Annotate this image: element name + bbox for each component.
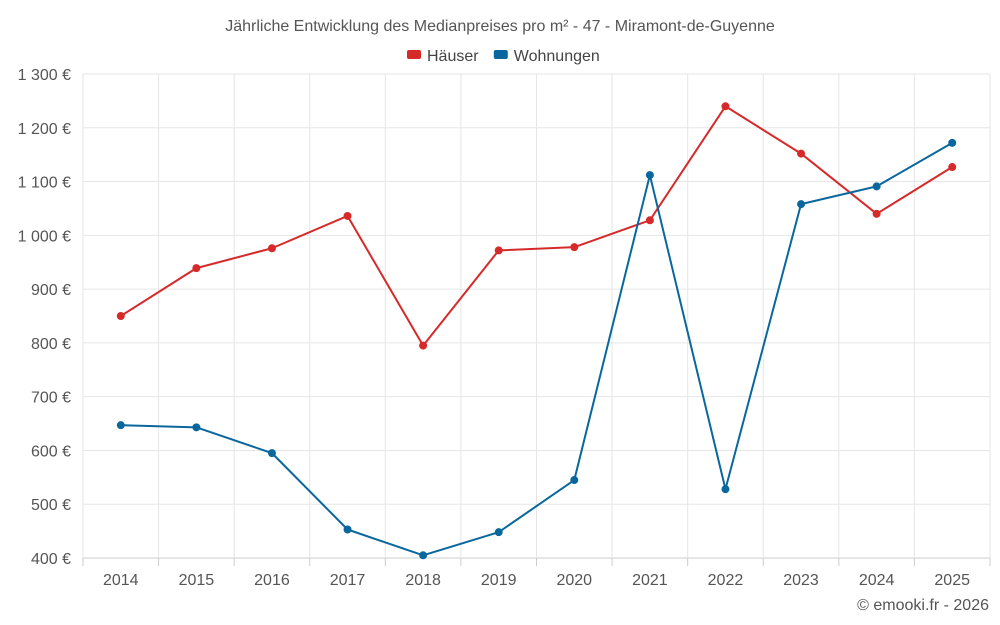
data-point-haeuser[interactable]	[570, 243, 579, 252]
data-point-wohnungen[interactable]	[494, 528, 503, 537]
legend-item-haeuser[interactable]: Häuser	[407, 48, 479, 65]
data-point-wohnungen[interactable]	[343, 525, 352, 534]
y-tick-label: 400 €	[31, 551, 71, 568]
data-point-wohnungen[interactable]	[948, 138, 957, 147]
y-tick-label: 500 €	[31, 497, 71, 514]
data-point-haeuser[interactable]	[721, 102, 730, 111]
x-tick-label: 2016	[254, 572, 290, 589]
x-tick-label: 2023	[783, 572, 819, 589]
x-axis: 2014 2015 2016 2017 2018 2019 2020 2021 2022 2023…	[82, 558, 991, 589]
data-point-haeuser[interactable]	[419, 341, 428, 350]
y-tick-label: 1 300 €	[18, 67, 71, 84]
y-tick-label: 800 €	[31, 336, 71, 353]
data-point-haeuser[interactable]	[267, 244, 276, 253]
data-point-haeuser[interactable]	[797, 149, 806, 158]
data-point-wohnungen[interactable]	[872, 182, 881, 191]
y-tick-label: 1 000 €	[18, 228, 71, 245]
x-tick-label: 2018	[405, 572, 441, 589]
y-tick-label: 1 100 €	[18, 175, 71, 192]
data-point-wohnungen[interactable]	[419, 551, 428, 560]
credit-text: © emooki.fr - 2026	[857, 597, 989, 614]
y-tick-label: 600 €	[31, 443, 71, 460]
x-tick-label: 2014	[103, 572, 139, 589]
data-point-haeuser[interactable]	[494, 246, 503, 255]
series-line-haeuser	[120, 105, 953, 347]
legend-label: Wohnungen	[514, 48, 600, 65]
y-tick-label: 1 200 €	[18, 121, 71, 138]
legend-swatch	[493, 50, 508, 59]
y-tick-label: 900 €	[31, 282, 71, 299]
data-point-wohnungen[interactable]	[570, 476, 579, 485]
data-point-haeuser[interactable]	[872, 209, 881, 218]
legend: Häuser Wohnungen	[407, 48, 600, 65]
x-tick-label: 2022	[708, 572, 744, 589]
series-layer	[116, 102, 957, 560]
data-point-haeuser[interactable]	[645, 216, 654, 225]
chart-title: Jährliche Entwicklung des Medianpreises …	[225, 18, 775, 35]
data-point-wohnungen[interactable]	[192, 423, 201, 432]
data-point-haeuser[interactable]	[948, 163, 957, 172]
x-tick-label: 2021	[632, 572, 668, 589]
series-line-wohnungen	[120, 141, 953, 557]
x-tick-label: 2015	[179, 572, 215, 589]
legend-label: Häuser	[427, 48, 479, 65]
data-point-haeuser[interactable]	[343, 211, 352, 220]
x-tick-label: 2025	[934, 572, 970, 589]
data-point-haeuser[interactable]	[192, 264, 201, 273]
data-point-wohnungen[interactable]	[116, 421, 125, 430]
legend-swatch	[407, 50, 421, 59]
data-point-haeuser[interactable]	[116, 312, 125, 320]
y-tick-label: 700 €	[31, 390, 71, 407]
x-tick-label: 2024	[859, 572, 895, 589]
x-tick-label: 2019	[481, 572, 517, 589]
grid	[82, 73, 991, 559]
data-point-wohnungen[interactable]	[721, 485, 730, 494]
x-tick-label: 2020	[556, 572, 592, 589]
data-point-wohnungen[interactable]	[267, 449, 276, 458]
data-point-wohnungen[interactable]	[797, 200, 806, 209]
legend-item-wohnungen[interactable]: Wohnungen	[493, 48, 600, 65]
y-axis: 400 € 500 € 600 € 700 € 800 € 900 € 1 000 € 1 1…	[18, 67, 71, 568]
x-tick-label: 2017	[330, 572, 366, 589]
data-point-wohnungen[interactable]	[645, 171, 654, 180]
